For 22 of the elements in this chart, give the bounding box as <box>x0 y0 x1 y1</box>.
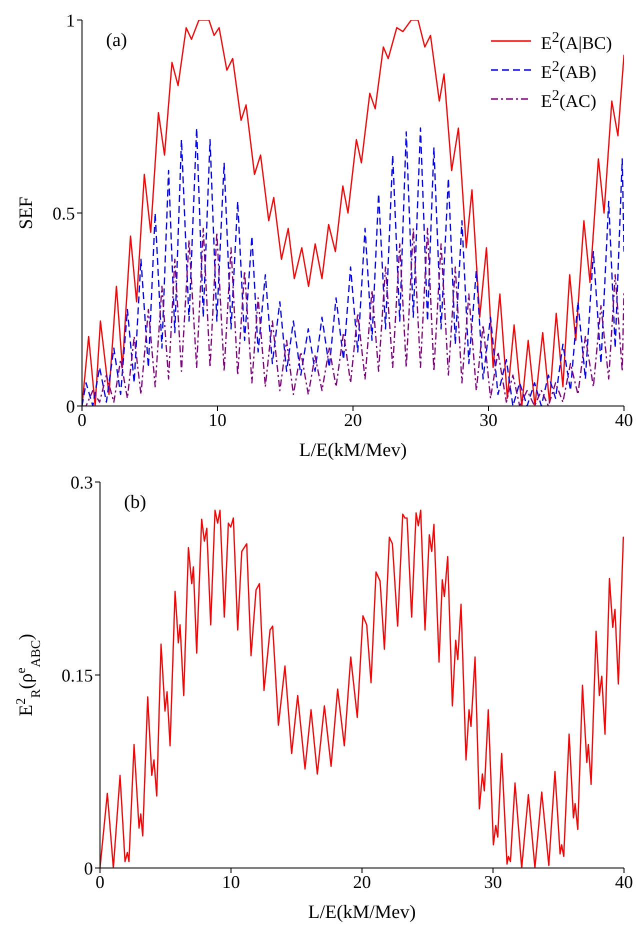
y-tick-label: 0.3 <box>70 472 93 492</box>
y-tick-label: 0.15 <box>62 665 93 686</box>
legend-label: E$^{2}$(AC) <box>540 87 596 113</box>
y-axis-title: SEF <box>16 196 37 230</box>
x-tick-label: 10 <box>208 410 226 430</box>
x-tick-label: 40 <box>615 410 633 430</box>
x-tick-label: 30 <box>484 872 502 892</box>
x-tick-label: 10 <box>222 872 240 892</box>
y-tick-label: 0 <box>66 396 75 416</box>
y-tick-label: 0 <box>84 858 93 878</box>
x-axis-title: L/E(kM/Mev) <box>308 902 416 923</box>
y-tick-label: 1 <box>66 10 75 30</box>
x-tick-label: 30 <box>480 410 498 430</box>
x-axis-title: L/E(kM/Mev) <box>299 440 407 461</box>
x-tick-label: 40 <box>615 872 633 892</box>
y-tick-label: 0.5 <box>52 203 75 224</box>
x-tick-label: 20 <box>344 410 362 430</box>
legend-label: E$^{2}$(A|BC) <box>540 29 612 55</box>
legend-label: E$^{2}$(AB) <box>540 58 596 84</box>
annotation: (b) <box>124 492 146 514</box>
annotation: (a) <box>106 30 128 52</box>
x-tick-label: 20 <box>353 872 371 892</box>
